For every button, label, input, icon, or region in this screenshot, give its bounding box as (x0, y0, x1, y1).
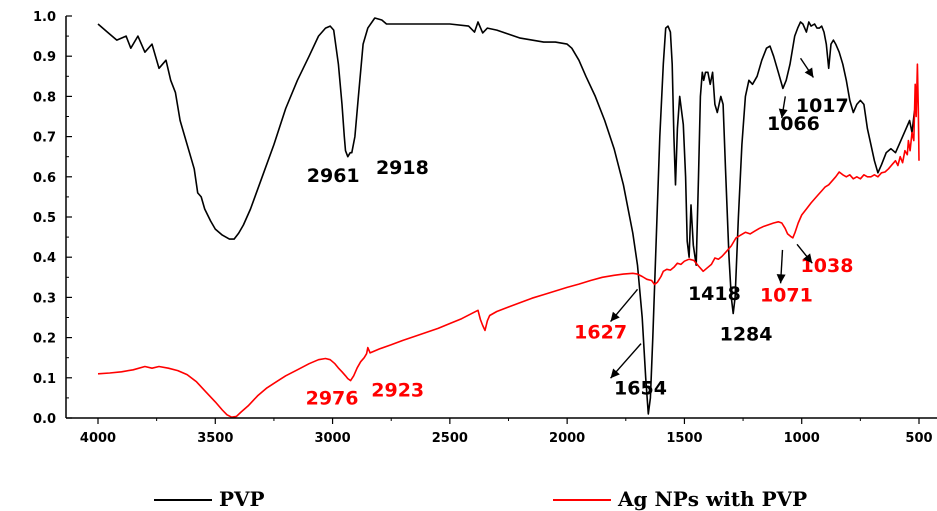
x-tick-label: 1500 (666, 431, 702, 446)
x-tick-label: 4000 (80, 431, 116, 446)
annotation-arrow (610, 288, 639, 322)
series-line-pvp (97, 17, 918, 415)
legend-label-ag-nps: Ag NPs with PVP (617, 487, 807, 511)
peak-label-1627: 1627 (574, 321, 627, 343)
y-tick-label: 0.4 (33, 251, 56, 266)
y-tick-label: 1.0 (33, 10, 56, 25)
legend: PVP Ag NPs with PVP (154, 487, 807, 511)
y-tick-label: 0.0 (33, 412, 56, 427)
legend-label-pvp: PVP (219, 487, 265, 511)
axis-layer: 0.0 0.1 0.2 0.3 0.4 0.5 0.6 0.7 0.8 0.9 1.0 4000 350… (33, 10, 937, 446)
peak-label-1418: 1418 (688, 283, 741, 305)
series-layer (97, 17, 920, 418)
series-line-ag-nps-with-pvp (97, 63, 920, 418)
x-tick-label: 2000 (549, 431, 585, 446)
peak-label-1017: 1017 (796, 95, 849, 117)
y-tick-label: 0.2 (33, 332, 56, 347)
annotation-arrow (778, 96, 788, 119)
x-tick-label: 3500 (197, 431, 233, 446)
x-tick-label: 3000 (314, 431, 350, 446)
annotation-arrow (610, 343, 642, 379)
y-tick-label: 0.9 (33, 50, 56, 65)
peak-label-2923: 2923 (371, 380, 424, 402)
y-tick-label: 0.6 (33, 171, 56, 186)
x-tick-label: 500 (905, 431, 932, 446)
annotation-arrow (776, 249, 786, 284)
y-tick-label: 0.7 (33, 131, 56, 146)
x-tick-label: 2500 (432, 431, 468, 446)
peak-label-1284: 1284 (720, 323, 773, 345)
x-tick-label: 1000 (784, 431, 820, 446)
peak-label-2976: 2976 (306, 388, 359, 410)
peak-label-1066: 1066 (767, 113, 820, 135)
y-tick-label: 0.5 (33, 211, 56, 226)
peak-label-1654: 1654 (614, 378, 667, 400)
annotation-arrow (796, 243, 813, 264)
peak-label-1038: 1038 (801, 255, 854, 277)
y-tick-label: 0.8 (33, 90, 56, 105)
y-tick-label: 0.1 (33, 372, 56, 387)
peak-label-1071: 1071 (760, 284, 813, 306)
peak-label-2918: 2918 (376, 157, 429, 179)
y-tick-label: 0.3 (33, 291, 56, 306)
peak-label-2961: 2961 (307, 165, 360, 187)
annotation-arrow (799, 57, 815, 78)
